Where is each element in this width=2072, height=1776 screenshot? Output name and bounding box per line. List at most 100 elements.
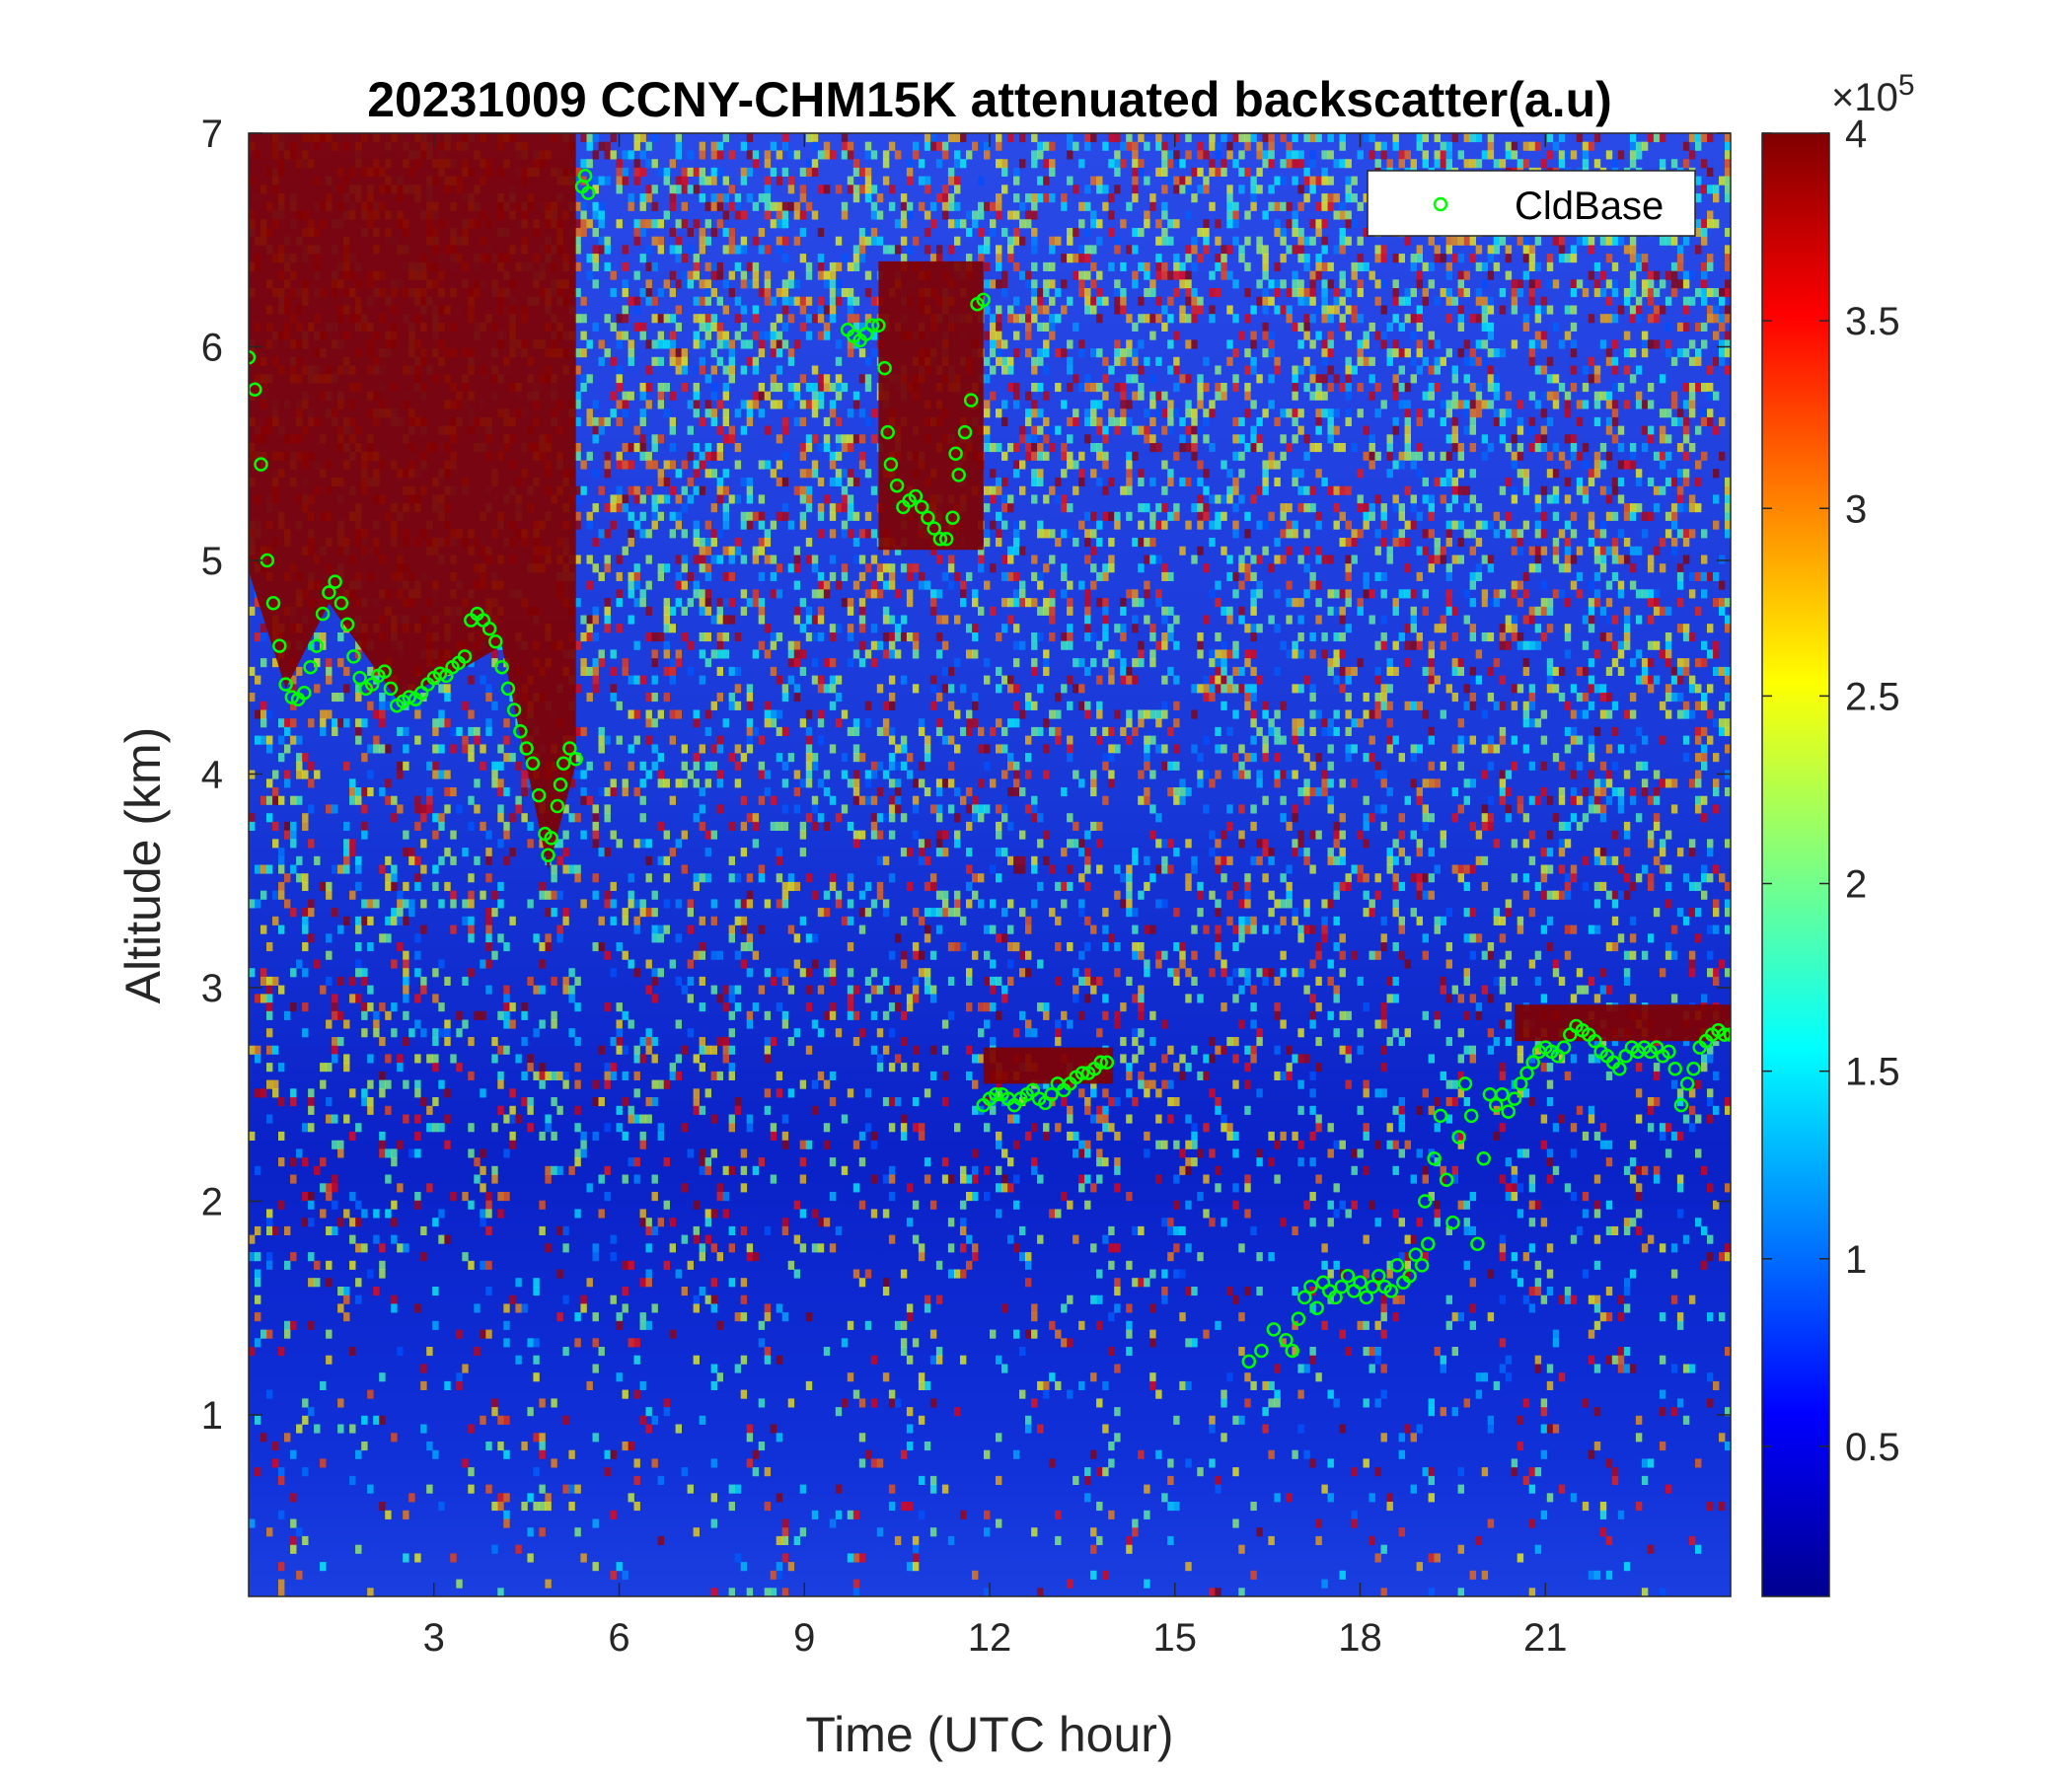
heatmap-cell [1013, 193, 1020, 203]
heatmap-cell [355, 942, 362, 952]
heatmap-cell [420, 839, 427, 849]
heatmap-cell [308, 899, 315, 909]
heatmap-cell [681, 744, 688, 754]
heatmap-cell [1019, 968, 1026, 978]
heatmap-cell [972, 632, 979, 642]
heatmap-cell [929, 675, 937, 685]
heatmap-cell [397, 761, 404, 771]
heatmap-cell [639, 416, 646, 426]
heatmap-cell [278, 753, 285, 763]
heatmap-cell [693, 778, 700, 788]
heatmap-cell [924, 976, 931, 986]
heatmap-cell [249, 821, 256, 831]
heatmap-cell [320, 632, 327, 642]
heatmap-cell [776, 236, 783, 246]
heatmap-cell [734, 916, 742, 925]
heatmap-cell [397, 804, 404, 814]
heatmap-cell [699, 1037, 705, 1047]
heatmap-cell [954, 236, 961, 246]
heatmap-cell [628, 348, 634, 358]
heatmap-cell [847, 1010, 854, 1020]
heatmap-cell [675, 494, 682, 504]
heatmap-cell [710, 649, 717, 659]
heatmap-cell [954, 830, 961, 840]
heatmap-cell [403, 916, 409, 925]
heatmap-cell [1007, 443, 1014, 453]
heatmap-cell [497, 1493, 504, 1503]
heatmap-cell [758, 511, 766, 521]
heatmap-cell [906, 245, 914, 255]
heatmap-cell [278, 1510, 285, 1519]
heatmap-cell [954, 1123, 961, 1133]
heatmap-cell [858, 830, 866, 840]
heatmap-cell [355, 925, 362, 934]
heatmap-cell [639, 133, 646, 143]
heatmap-cell [935, 830, 943, 840]
heatmap-cell [704, 632, 711, 642]
heatmap-cell [990, 331, 997, 340]
heatmap-cell [847, 296, 854, 306]
heatmap-cell [817, 400, 825, 409]
heatmap-cell [657, 288, 664, 298]
heatmap-cell [527, 1338, 534, 1348]
heatmap-cell [699, 365, 705, 375]
heatmap-cell [776, 848, 783, 857]
heatmap-cell [1019, 425, 1026, 435]
heatmap-cell [397, 1243, 404, 1253]
heatmap-cell [663, 855, 670, 865]
heatmap-cell [710, 416, 717, 426]
heatmap-cell [414, 968, 421, 978]
heatmap-cell [616, 383, 623, 393]
heatmap-cell [912, 976, 920, 986]
heatmap-cell [337, 632, 344, 642]
heatmap-cell [509, 1140, 516, 1149]
heatmap-cell [935, 925, 943, 934]
heatmap-cell [521, 1071, 528, 1080]
heatmap-cell [716, 666, 723, 676]
heatmap-cell [924, 787, 931, 797]
heatmap-cell [610, 649, 617, 659]
heatmap-cell [888, 693, 896, 703]
heatmap-cell [704, 761, 711, 771]
heatmap-cell [414, 735, 421, 745]
heatmap-cell [1019, 1252, 1026, 1262]
heatmap-cell [444, 693, 451, 703]
heatmap-cell [912, 985, 920, 995]
heatmap-cell [954, 899, 961, 909]
heatmap-cell [699, 632, 705, 642]
heatmap-cell [906, 1218, 914, 1227]
heatmap-cell [639, 598, 646, 608]
heatmap-cell [787, 753, 795, 763]
heatmap-cell [639, 899, 646, 909]
heatmap-cell [900, 1320, 908, 1330]
heatmap-cell [858, 348, 866, 358]
heatmap-cell [639, 443, 646, 453]
heatmap-cell [704, 201, 711, 211]
heatmap-cell [539, 1442, 546, 1451]
heatmap-cell [669, 425, 676, 435]
heatmap-cell [497, 839, 504, 849]
heatmap-cell [817, 185, 825, 194]
heatmap-cell [894, 744, 902, 754]
heatmap-cell [260, 1329, 267, 1339]
heatmap-cell [841, 1338, 849, 1348]
heatmap-cell [770, 383, 777, 393]
heatmap-cell [675, 176, 682, 185]
heatmap-cell [586, 520, 593, 530]
heatmap-cell [710, 383, 717, 393]
heatmap-cell [740, 899, 748, 909]
heatmap-cell [622, 150, 629, 160]
heatmap-cell [858, 1433, 866, 1443]
heatmap-cell [924, 968, 931, 978]
heatmap-cell [787, 356, 795, 366]
heatmap-cell [966, 1045, 973, 1055]
heatmap-cell [799, 511, 807, 521]
heatmap-cell [639, 451, 646, 461]
heatmap-cell [308, 718, 315, 728]
heatmap-cell [966, 624, 973, 633]
heatmap-cell [633, 675, 640, 685]
heatmap-cell [835, 443, 843, 453]
heatmap-cell [888, 1063, 896, 1073]
heatmap-cell [669, 675, 676, 685]
heatmap-cell [657, 245, 664, 255]
